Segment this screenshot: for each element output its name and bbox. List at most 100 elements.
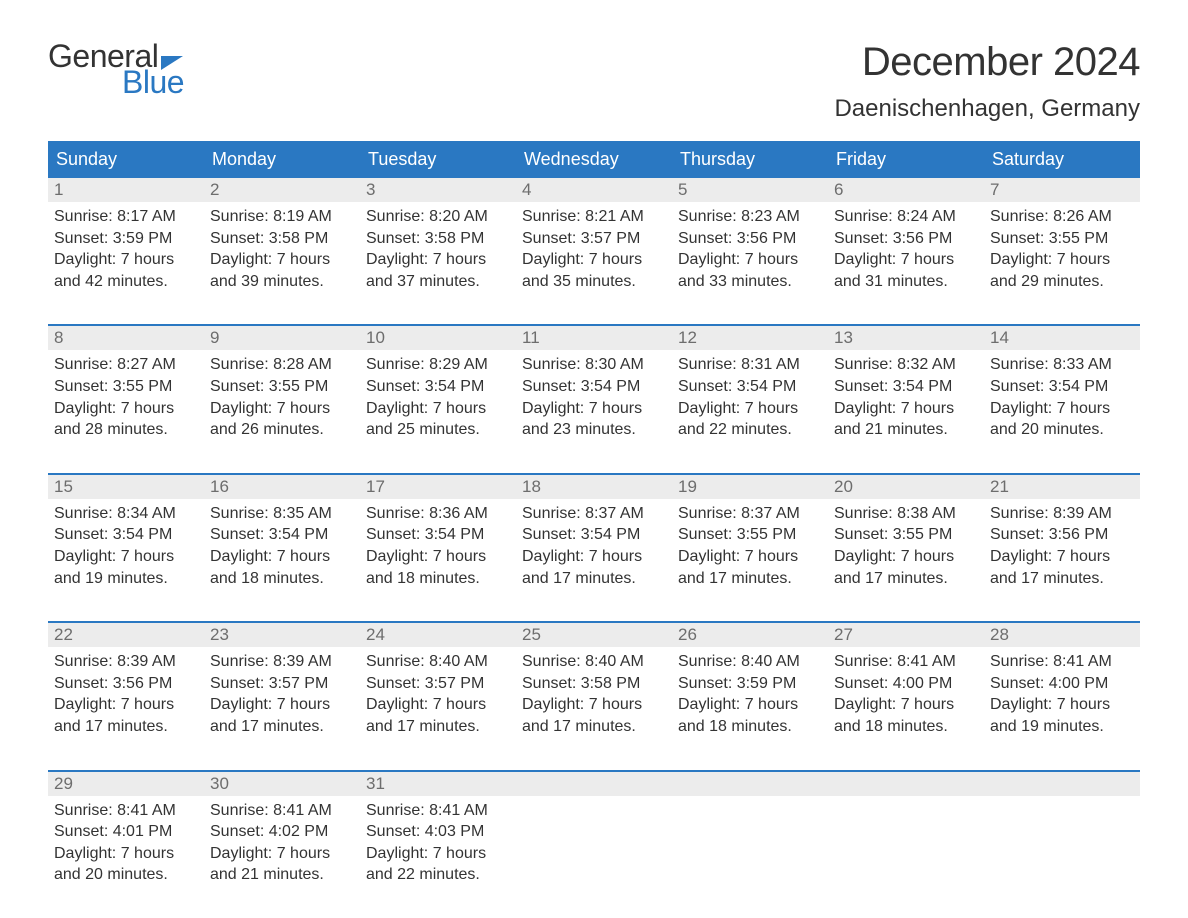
day-number [828,772,984,796]
day-cell: Sunrise: 8:36 AMSunset: 3:54 PMDaylight:… [360,499,516,621]
day-cell: Sunrise: 8:17 AMSunset: 3:59 PMDaylight:… [48,202,204,324]
sunset-line: Sunset: 3:56 PM [834,228,978,250]
daylight-line-2: and 37 minutes. [366,271,510,293]
day-cell: Sunrise: 8:41 AMSunset: 4:02 PMDaylight:… [204,796,360,896]
daylight-line: Daylight: 7 hours [366,546,510,568]
day-number: 10 [360,326,516,350]
day-number: 27 [828,623,984,647]
sunrise-line: Sunrise: 8:41 AM [54,800,198,822]
sunset-line: Sunset: 3:54 PM [210,524,354,546]
day-number: 17 [360,475,516,499]
daylight-line: Daylight: 7 hours [210,843,354,865]
day-cell: Sunrise: 8:23 AMSunset: 3:56 PMDaylight:… [672,202,828,324]
daylight-line-2: and 26 minutes. [210,419,354,441]
logo-word-blue: Blue [122,66,184,98]
day-number: 28 [984,623,1140,647]
day-cell: Sunrise: 8:41 AMSunset: 4:03 PMDaylight:… [360,796,516,896]
daylight-line: Daylight: 7 hours [210,546,354,568]
header: General Blue December 2024 Daenischenhag… [48,40,1140,123]
day-cell: Sunrise: 8:30 AMSunset: 3:54 PMDaylight:… [516,350,672,472]
daylight-line: Daylight: 7 hours [522,546,666,568]
daylight-line-2: and 19 minutes. [54,568,198,590]
daylight-line: Daylight: 7 hours [54,546,198,568]
daylight-line: Daylight: 7 hours [678,249,822,271]
daylight-line-2: and 17 minutes. [522,568,666,590]
daylight-line: Daylight: 7 hours [990,249,1134,271]
sunrise-line: Sunrise: 8:39 AM [990,503,1134,525]
day-header-friday: Friday [828,143,984,176]
sunrise-line: Sunrise: 8:38 AM [834,503,978,525]
daylight-line-2: and 19 minutes. [990,716,1134,738]
sunrise-line: Sunrise: 8:32 AM [834,354,978,376]
day-number: 1 [48,178,204,202]
daylight-line-2: and 17 minutes. [366,716,510,738]
daylight-line-2: and 33 minutes. [678,271,822,293]
day-number: 9 [204,326,360,350]
sunset-line: Sunset: 4:01 PM [54,821,198,843]
week-row: 15161718192021Sunrise: 8:34 AMSunset: 3:… [48,473,1140,621]
week-row: 891011121314Sunrise: 8:27 AMSunset: 3:55… [48,324,1140,472]
sunset-line: Sunset: 3:59 PM [678,673,822,695]
sunrise-line: Sunrise: 8:37 AM [678,503,822,525]
daylight-line: Daylight: 7 hours [834,546,978,568]
daylight-line-2: and 25 minutes. [366,419,510,441]
day-number: 18 [516,475,672,499]
daylight-line: Daylight: 7 hours [210,694,354,716]
day-cell [984,796,1140,896]
calendar: SundayMondayTuesdayWednesdayThursdayFrid… [48,141,1140,896]
day-number [516,772,672,796]
sunrise-line: Sunrise: 8:39 AM [210,651,354,673]
day-cell: Sunrise: 8:39 AMSunset: 3:57 PMDaylight:… [204,647,360,769]
day-number: 15 [48,475,204,499]
day-number: 29 [48,772,204,796]
month-title: December 2024 [834,40,1140,85]
day-number: 12 [672,326,828,350]
day-number: 22 [48,623,204,647]
sunset-line: Sunset: 3:57 PM [210,673,354,695]
day-cell: Sunrise: 8:34 AMSunset: 3:54 PMDaylight:… [48,499,204,621]
daylight-line: Daylight: 7 hours [54,398,198,420]
day-cell: Sunrise: 8:32 AMSunset: 3:54 PMDaylight:… [828,350,984,472]
daylight-line: Daylight: 7 hours [990,694,1134,716]
daylight-line-2: and 29 minutes. [990,271,1134,293]
day-number: 24 [360,623,516,647]
day-cell: Sunrise: 8:40 AMSunset: 3:59 PMDaylight:… [672,647,828,769]
daylight-line: Daylight: 7 hours [834,249,978,271]
day-header-sunday: Sunday [48,143,204,176]
daylight-line-2: and 20 minutes. [54,864,198,886]
sunset-line: Sunset: 3:58 PM [210,228,354,250]
day-cell: Sunrise: 8:20 AMSunset: 3:58 PMDaylight:… [360,202,516,324]
sunrise-line: Sunrise: 8:35 AM [210,503,354,525]
daylight-line-2: and 28 minutes. [54,419,198,441]
daylight-line-2: and 17 minutes. [522,716,666,738]
sunset-line: Sunset: 3:58 PM [522,673,666,695]
day-cell: Sunrise: 8:38 AMSunset: 3:55 PMDaylight:… [828,499,984,621]
sunrise-line: Sunrise: 8:39 AM [54,651,198,673]
sunset-line: Sunset: 3:59 PM [54,228,198,250]
daylight-line: Daylight: 7 hours [522,249,666,271]
day-header-saturday: Saturday [984,143,1140,176]
day-cell: Sunrise: 8:21 AMSunset: 3:57 PMDaylight:… [516,202,672,324]
sunset-line: Sunset: 3:57 PM [522,228,666,250]
daylight-line: Daylight: 7 hours [366,843,510,865]
daylight-line: Daylight: 7 hours [54,694,198,716]
daylight-line: Daylight: 7 hours [834,694,978,716]
daylight-line-2: and 17 minutes. [990,568,1134,590]
daylight-line-2: and 17 minutes. [678,568,822,590]
daylight-line: Daylight: 7 hours [366,694,510,716]
sunrise-line: Sunrise: 8:36 AM [366,503,510,525]
sunset-line: Sunset: 3:55 PM [210,376,354,398]
sunrise-line: Sunrise: 8:17 AM [54,206,198,228]
sunrise-line: Sunrise: 8:29 AM [366,354,510,376]
daylight-line: Daylight: 7 hours [678,694,822,716]
logo: General Blue [48,40,184,98]
day-cell: Sunrise: 8:41 AMSunset: 4:00 PMDaylight:… [984,647,1140,769]
daylight-line-2: and 39 minutes. [210,271,354,293]
title-block: December 2024 Daenischenhagen, Germany [834,40,1140,123]
day-number: 5 [672,178,828,202]
day-number: 6 [828,178,984,202]
daylight-line: Daylight: 7 hours [210,398,354,420]
day-number: 25 [516,623,672,647]
sunset-line: Sunset: 3:54 PM [522,524,666,546]
day-number: 26 [672,623,828,647]
